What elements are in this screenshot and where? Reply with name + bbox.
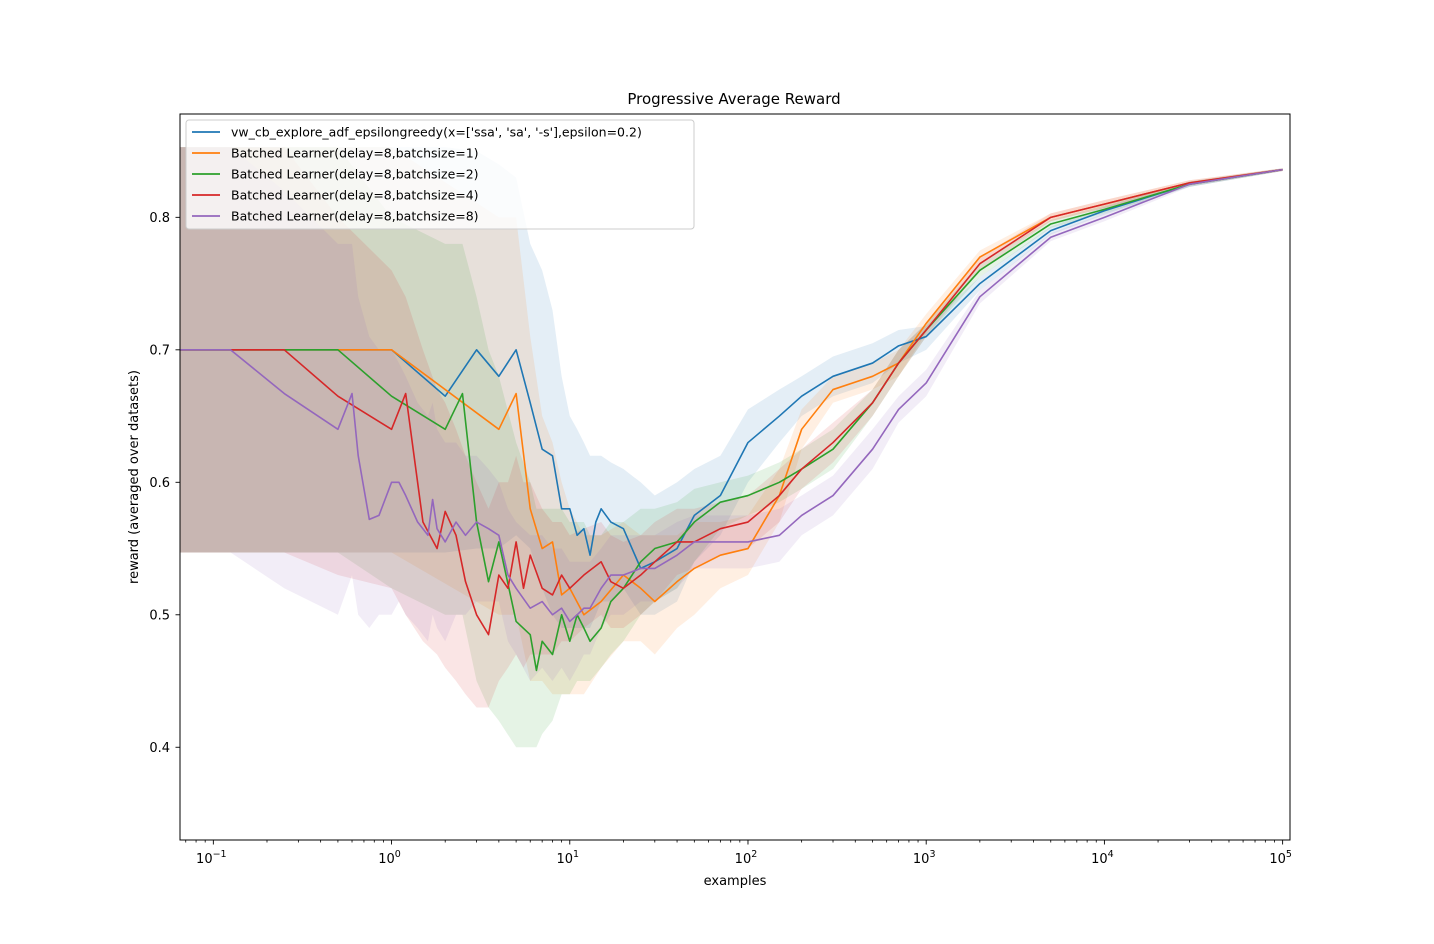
legend-label-4: Batched Learner(delay=8,batchsize=4) bbox=[231, 188, 479, 203]
chart-title: Progressive Average Reward bbox=[627, 90, 840, 108]
x-tick-label: 104 bbox=[1091, 849, 1114, 867]
y-axis: 0.4 0.5 0.6 0.7 0.8 bbox=[149, 211, 180, 756]
y-axis-label: reward (averaged over datasets) bbox=[127, 370, 142, 584]
series-5-line bbox=[180, 168, 1283, 623]
series-1-line bbox=[180, 168, 1283, 570]
x-tick-label: 105 bbox=[1269, 849, 1292, 867]
series-4-line bbox=[180, 168, 1283, 636]
x-tick-label: 103 bbox=[913, 849, 936, 867]
x-tick-label: 10−1 bbox=[196, 849, 227, 867]
plot-frame bbox=[179, 113, 1291, 841]
x-tick-label: 100 bbox=[378, 849, 401, 867]
series-5-band bbox=[180, 147, 1283, 682]
x-tick-label: 101 bbox=[556, 849, 579, 867]
legend-box bbox=[185, 119, 695, 230]
series-1-band bbox=[180, 147, 1283, 629]
series-2-band bbox=[180, 147, 1283, 695]
y-tick-label: 0.5 bbox=[149, 608, 170, 623]
legend-label-1: vw_cb_explore_adf_epsilongreedy(x=['ssa'… bbox=[231, 125, 642, 140]
series-3-band bbox=[180, 147, 1283, 748]
x-tick-label: 102 bbox=[735, 849, 758, 867]
x-axis-label: examples bbox=[704, 874, 767, 889]
series-2-line bbox=[180, 168, 1283, 616]
confidence-bands bbox=[180, 147, 1283, 748]
legend: vw_cb_explore_adf_epsilongreedy(x=['ssa'… bbox=[185, 119, 695, 230]
y-tick-label: 0.4 bbox=[149, 741, 170, 756]
series-4-band bbox=[180, 147, 1283, 708]
series-lines bbox=[180, 168, 1283, 672]
legend-label-5: Batched Learner(delay=8,batchsize=8) bbox=[231, 209, 479, 224]
y-tick-label: 0.7 bbox=[149, 343, 170, 358]
legend-label-2: Batched Learner(delay=8,batchsize=1) bbox=[231, 146, 479, 161]
y-tick-label: 0.6 bbox=[149, 476, 170, 491]
legend-label-3: Batched Learner(delay=8,batchsize=2) bbox=[231, 167, 479, 182]
y-tick-label: 0.8 bbox=[149, 211, 170, 226]
x-axis: 10−1 100 101 102 103 104 105 bbox=[185, 840, 1292, 867]
